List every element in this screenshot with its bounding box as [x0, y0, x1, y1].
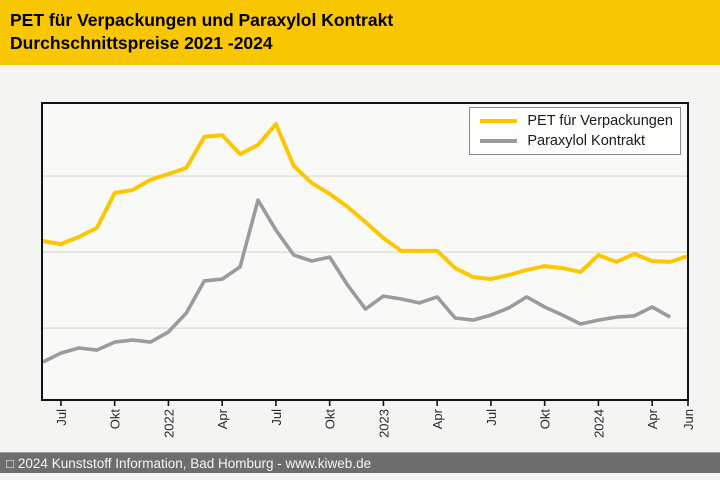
copyright-bar: □ 2024 Kunststoff Information, Bad Hombu…: [0, 452, 720, 473]
x-axis-tick-label: 2023: [376, 409, 391, 438]
x-axis-tick-label: Okt: [323, 409, 338, 430]
x-axis-tick-label: Okt: [538, 409, 553, 430]
legend-item-pet: PET für Verpackungen: [480, 111, 673, 130]
x-axis-tick-label: Jun: [681, 409, 696, 430]
legend-item-paraxylol: Paraxylol Kontrakt: [480, 131, 673, 150]
legend-label-pet: PET für Verpackungen: [527, 112, 673, 129]
x-axis-tick-label: 2022: [161, 409, 176, 438]
price-line-chart: Jul Okt 2022 Apr Jul Okt 2023 Apr Jul Okt 2024 Apr J…: [41, 102, 696, 438]
x-axis-tick-label: 2024: [591, 409, 606, 438]
x-axis-tick-label: Apr: [430, 408, 445, 429]
chart-title-line2: Durchschnittspreise 2021 -2024: [10, 33, 273, 53]
x-axis-tick-label: Jul: [484, 409, 499, 426]
chart-title-bar: PET für Verpackungen und Paraxylol Kontr…: [0, 0, 720, 65]
chart-legend: PET für Verpackungen Paraxylol Kontrakt: [469, 107, 681, 155]
x-axis-tick-label: Jul: [269, 409, 284, 426]
x-axis-tick-label: Apr: [215, 408, 230, 429]
legend-label-paraxylol: Paraxylol Kontrakt: [527, 132, 646, 149]
paraxylol-line: [42, 198, 671, 364]
pet-line: [42, 122, 689, 282]
x-axis-tick-label: Apr: [645, 408, 660, 429]
copyright-text: □ 2024 Kunststoff Information, Bad Hombu…: [6, 456, 372, 471]
pet-line-swatch: [480, 118, 518, 123]
paraxylol-line-swatch: [480, 138, 518, 143]
chart-title-line1: PET für Verpackungen und Paraxylol Kontr…: [10, 10, 394, 30]
x-axis-tick-label: Okt: [108, 409, 123, 430]
x-axis-tick-label: Jul: [54, 409, 69, 426]
plot-border: [41, 102, 689, 401]
